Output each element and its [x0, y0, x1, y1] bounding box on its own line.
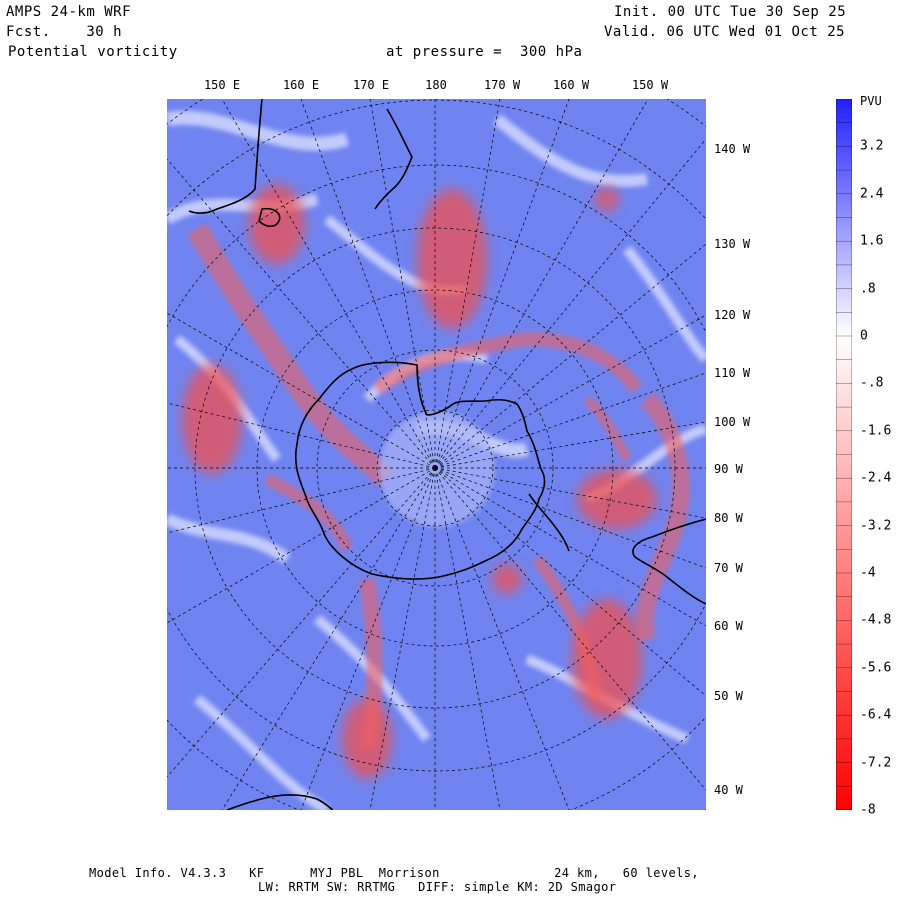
- pressure-level: at pressure = 300 hPa: [386, 44, 582, 60]
- lon-label-right: 100 W: [714, 415, 751, 429]
- model-title: AMPS 24-km WRF: [6, 4, 132, 20]
- colorbar-label: -3.2: [860, 518, 892, 534]
- lon-label-top: 160 E: [282, 78, 320, 92]
- pressure-label: at pressure =: [386, 44, 503, 60]
- lon-label-right: 120 W: [714, 308, 751, 322]
- antarctica-coastline: [294, 361, 546, 580]
- colorbar-label: 1.6: [860, 233, 884, 249]
- colorbar-label: 0: [860, 328, 868, 344]
- lon-label-top: 170 E: [352, 78, 390, 92]
- variable-name: Potential vorticity: [8, 44, 178, 60]
- lon-label-top: 160 W: [552, 78, 590, 92]
- colorbar-label: -5.6: [860, 660, 892, 676]
- forecast-hour: Fcst. 30 h: [6, 24, 122, 40]
- colorbar-label: -4.8: [860, 612, 892, 628]
- potential-vorticity-map: [167, 99, 706, 810]
- colorbar-units: PVU: [860, 94, 882, 108]
- lon-label-right: 70 W: [714, 561, 743, 575]
- lon-label-right: 60 W: [714, 619, 743, 633]
- colorbar-label: 3.2: [860, 138, 884, 154]
- lon-label-top: 150 E: [203, 78, 241, 92]
- lon-label-right: 40 W: [714, 783, 743, 797]
- pv-negative-filaments: [187, 223, 690, 751]
- colorbar-label: .8: [860, 281, 876, 297]
- antarctic-peninsula: [528, 493, 570, 552]
- pressure-value: 300 hPa: [519, 44, 583, 60]
- pv-neutral-streaks: [167, 110, 706, 810]
- pv-colorbar: [836, 99, 852, 810]
- lon-label-top: 150 W: [631, 78, 669, 92]
- colorbar-label: -.8: [860, 375, 884, 391]
- init-time: Init. 00 UTC Tue 30 Sep 25: [614, 4, 847, 20]
- forecast-value: 30 h: [86, 24, 123, 40]
- lon-label-right: 90 W: [714, 462, 743, 476]
- coastlines: [188, 99, 706, 810]
- colorbar-label: -2.4: [860, 470, 892, 486]
- australia-coastline: [188, 99, 263, 214]
- lon-label-top: 180: [425, 78, 447, 92]
- forecast-label: Fcst.: [6, 24, 51, 40]
- colorbar-label: -7.2: [860, 755, 892, 771]
- africa-coastline: [226, 794, 334, 810]
- colorbar-ticks: [836, 122, 852, 787]
- colorbar-label: -8: [860, 802, 876, 818]
- new-zealand-coastline: [374, 108, 413, 210]
- lon-label-right: 50 W: [714, 689, 743, 703]
- valid-time: Valid. 06 UTC Wed 01 Oct 25: [604, 24, 846, 40]
- model-info-line1: Model Info. V4.3.3 KF MYJ PBL Morrison 2…: [89, 866, 699, 880]
- lon-label-right: 130 W: [714, 237, 751, 251]
- model-info-line2: LW: RRTM SW: RRTMG DIFF: simple KM: 2D S…: [258, 880, 617, 894]
- lon-label-right: 110 W: [714, 366, 751, 380]
- colorbar-label: -6.4: [860, 707, 892, 723]
- tasmania-coastline: [258, 207, 281, 228]
- lon-label-top: 170 W: [483, 78, 521, 92]
- south-america-coastline: [632, 518, 706, 605]
- colorbar-label: -1.6: [860, 423, 892, 439]
- colorbar-label: 2.4: [860, 186, 884, 202]
- colorbar-label: -4: [860, 565, 876, 581]
- lon-label-right: 140 W: [714, 142, 751, 156]
- lon-label-right: 80 W: [714, 511, 743, 525]
